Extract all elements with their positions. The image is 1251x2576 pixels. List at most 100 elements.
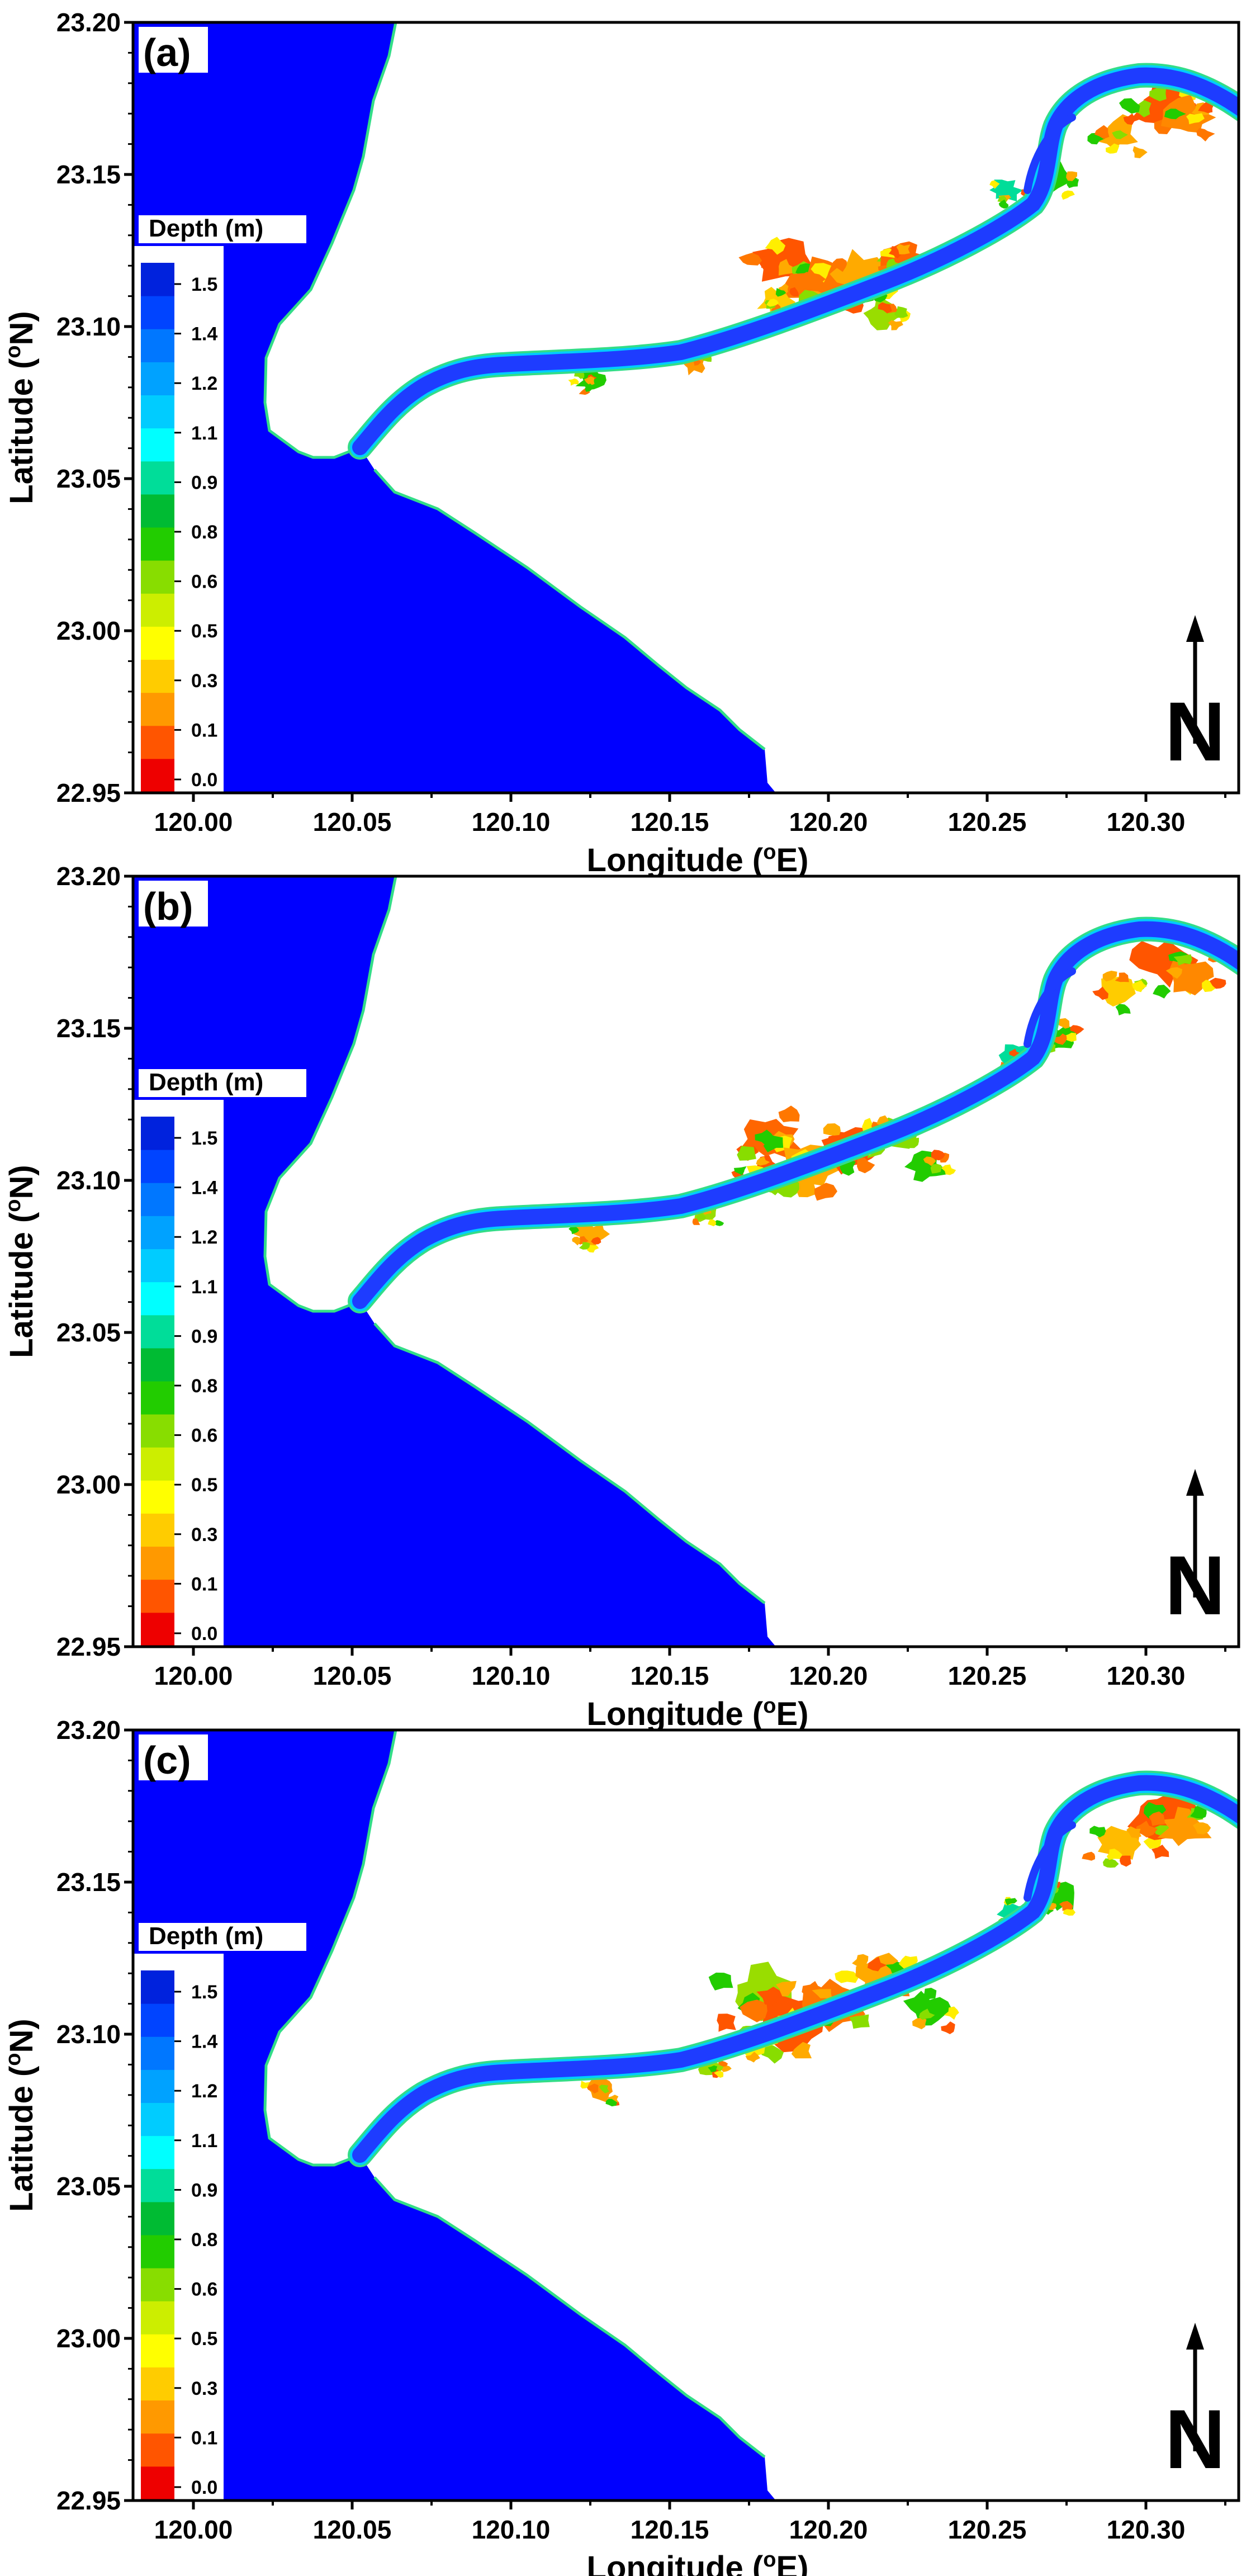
y-tick-label: 23.00 [56,1470,121,1499]
legend-label: 1.2 [191,2081,217,2102]
inundation-speck [1106,143,1120,154]
x-tick-label: 120.25 [948,1661,1027,1690]
legend-swatch [141,494,174,528]
y-tick-label: 23.15 [56,1014,121,1043]
legend-swatch [141,2400,174,2434]
x-tick-label: 120.30 [1107,1661,1186,1690]
inundation-speck [776,1981,797,1997]
river-branch [1023,967,1076,1048]
inundation-speck [905,1137,919,1148]
map-content: Depth (m) 1.5 1.4 1.2 1.1 0.9 0.8 0.6 0.5 0.3 0.1 0… [133,22,1239,793]
river-channel [352,921,1239,1309]
inundation-speck [1056,1018,1070,1029]
legend-swatch [141,1513,174,1547]
legend-label: 1.5 [191,1128,217,1149]
x-tick-label: 120.20 [789,1661,868,1690]
inundation-speck [778,259,795,276]
inundation-speck [714,1220,724,1226]
inundation-speck [796,1177,816,1198]
north-arrow-head [1186,2323,1204,2350]
legend-swatch [141,1579,174,1613]
inundation-speck [867,1956,887,1972]
map-content: Depth (m) 1.5 1.4 1.2 1.1 0.9 0.8 0.6 0.5 0.3 0.1 0… [133,1730,1239,2501]
inundation-speck [599,2085,609,2093]
legend-label: 0.1 [191,720,217,741]
map-panel-a: Depth (m) 1.5 1.4 1.2 1.1 0.9 0.8 0.6 0.5 0.3 0.1 0… [2,8,1240,878]
north-arrow-letter: N [1165,2392,1225,2486]
panel-label-bg [139,1734,208,1780]
inundation-speck [1092,986,1108,1000]
sea-area [133,876,776,1647]
legend-swatch [141,1117,174,1150]
inundation-speck [912,2017,927,2030]
legend-label: 1.4 [191,324,217,345]
inundation-speck [1126,1826,1141,1838]
legend-swatch [141,2168,174,2202]
y-tick-label: 23.20 [56,8,121,37]
river-branch [1023,1821,1076,1902]
legend-swatch [141,1282,174,1316]
inundation-speck [775,288,786,297]
legend-label: 0.5 [191,1474,217,1496]
y-tick-label: 22.95 [56,778,121,807]
legend-swatch [141,2268,174,2301]
legend-label: 0.9 [191,2180,217,2201]
inundation-speck [733,1166,747,1175]
legend-label: 0.8 [191,522,217,543]
legend-swatch [141,593,174,627]
inundation-speck [1164,108,1186,120]
inundation-speck [1106,1849,1122,1860]
inundation-speck [568,1226,579,1235]
inundation-speck [1151,1845,1169,1859]
x-tick-label: 120.15 [631,2515,709,2544]
inundation-speck [1120,1855,1131,1867]
inundation-speck [789,287,799,297]
inundation-speck [1186,113,1205,125]
north-arrow: N [1165,2323,1225,2486]
inundation-speck [1061,190,1075,200]
inundation-speck [1149,1811,1165,1826]
legend-label: 1.1 [191,1277,217,1298]
inundation-speck [1070,1025,1084,1034]
legend-swatch [141,1612,174,1646]
inundation-speck [586,1245,599,1253]
inundation-speck [605,2098,617,2107]
inundation-speck [918,2008,935,2020]
legend-swatch [141,329,174,362]
y-tick-label: 23.15 [56,160,121,189]
north-arrow-head [1186,1469,1204,1496]
inundation-speck [737,1146,756,1161]
legend-swatch [141,1249,174,1283]
legend-swatch [141,527,174,561]
depth-legend: Depth (m) 1.5 1.4 1.2 1.1 0.9 0.8 0.6 0.5 0.3 0.1 0… [133,1922,306,2501]
legend-swatch [141,428,174,462]
y-tick-label: 23.10 [56,1166,121,1195]
north-arrow-letter: N [1165,1538,1225,1632]
inundation-patch [863,295,907,330]
x-tick-label: 120.00 [154,1661,233,1690]
inundation-speck [1082,1851,1096,1861]
inundation-speck [929,1164,942,1174]
inundation-speck [1094,125,1110,139]
map-frame [131,21,1240,795]
legend-label: 0.1 [191,1573,217,1595]
map-frame [131,875,1240,1648]
legend-label: 1.1 [191,2130,217,2152]
legend-label: 1.1 [191,423,217,444]
inundation-speck [1196,128,1215,141]
shoreline-fringe [263,22,766,750]
inundation-speck [1190,1805,1207,1819]
legend-swatch [141,1381,174,1415]
inundation-speck [923,1156,936,1166]
inundation-speck [1153,985,1171,999]
inundation-speck [849,2014,870,2029]
x-tick-label: 120.00 [154,807,233,836]
legend-title-bg [139,1923,306,1951]
depth-legend: Depth (m) 1.5 1.4 1.2 1.1 0.9 0.8 0.6 0.5 0.3 0.1 0… [133,215,306,793]
legend-swatch [141,2201,174,2235]
north-arrow-head [1186,615,1204,642]
inundation-speck [756,1987,783,2006]
legend-label: 1.2 [191,373,217,394]
legend-label: 0.1 [191,2427,217,2449]
x-tick-label: 120.10 [472,2515,551,2544]
